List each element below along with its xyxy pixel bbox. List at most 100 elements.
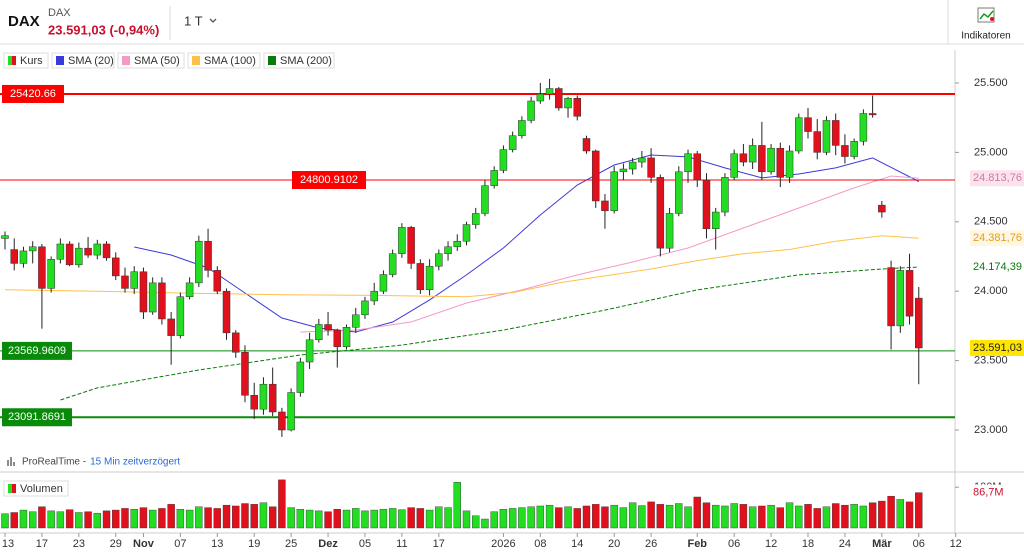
price-label-box: [970, 230, 1024, 247]
volume-bar: [813, 508, 821, 529]
candle-body: [564, 97, 572, 109]
y-tick-label: 23.500: [974, 355, 1008, 367]
volume-bar: [75, 512, 83, 529]
candle-body: [905, 270, 914, 317]
indicators-label[interactable]: Indikatoren: [961, 31, 1010, 42]
price-label-box: [970, 339, 1024, 356]
volume-bar: [472, 515, 480, 529]
candle-body: [204, 240, 212, 271]
indicators-button[interactable]: Indikatoren: [961, 7, 1011, 42]
legend-swatch: [8, 56, 12, 65]
legend-swatch: [268, 56, 276, 65]
candle-body: [222, 290, 231, 334]
volume-bar: [536, 505, 545, 529]
level-label: 23091.8691: [8, 411, 66, 423]
volume-bar: [628, 502, 637, 529]
level-label: 23569.9609: [8, 345, 66, 357]
candle-body: [56, 243, 65, 260]
candle-body: [425, 265, 434, 291]
volume-bar: [721, 505, 729, 529]
candle-body: [850, 141, 858, 157]
delay: 15 Min zeitverzögert: [90, 457, 180, 468]
volume-bar: [305, 509, 314, 529]
legend-swatch: [56, 56, 64, 65]
interval[interactable]: 1 T: [184, 13, 203, 28]
volume-bar: [785, 502, 794, 529]
volume-bar: [739, 504, 748, 529]
volume-bar: [315, 510, 323, 529]
candle-body: [868, 113, 877, 116]
volume-bar: [416, 508, 425, 529]
candle-body: [656, 177, 665, 249]
sma-line: [4, 235, 919, 298]
candle-body: [582, 138, 591, 152]
y-tick-label: 24.000: [974, 285, 1008, 297]
volume-bar: [582, 505, 591, 529]
volume-bar: [905, 501, 914, 529]
volume-bar: [868, 502, 877, 529]
volume-bar: [38, 506, 46, 529]
volume-bar: [767, 504, 775, 529]
candle-body: [10, 249, 18, 264]
volume-bar: [850, 504, 858, 529]
volume-bar: [167, 504, 175, 529]
volume-bar: [28, 511, 37, 529]
candle-body: [545, 88, 554, 95]
level-label-box: [2, 341, 72, 360]
volume-bar: [684, 506, 692, 529]
x-tick-label: 07: [174, 538, 186, 550]
candle-body: [693, 153, 701, 181]
candle-body: [167, 318, 175, 336]
candle-body: [702, 179, 711, 229]
candle-body: [388, 253, 397, 275]
x-tick-label: Feb: [687, 538, 707, 550]
candle-body: [232, 332, 240, 353]
candle-body: [148, 282, 157, 313]
volume-bar: [481, 518, 489, 529]
candle-body: [139, 271, 148, 313]
candle-body: [591, 150, 600, 202]
volume-bar: [647, 501, 655, 529]
candle-body: [121, 275, 129, 289]
candle-body: [65, 243, 74, 266]
x-tick-label: 14: [571, 538, 583, 550]
x-tick-label: 29: [110, 538, 122, 550]
candle-body: [711, 211, 720, 229]
volume-bar: [93, 513, 102, 529]
sma-line: [60, 266, 919, 401]
x-tick-label: 23: [73, 538, 85, 550]
candle-body: [915, 297, 923, 349]
interval-dropdown[interactable]: 1 T: [184, 13, 217, 28]
candle-body: [47, 259, 55, 289]
volume-title: Volumen: [20, 483, 63, 495]
volume-bar: [435, 506, 443, 529]
volume-bar: [702, 502, 711, 529]
candle-body: [767, 147, 775, 173]
candle-body: [435, 253, 443, 267]
legend-swatch: [12, 484, 16, 493]
candle-body: [158, 282, 166, 320]
volume-bar: [250, 504, 258, 529]
x-tick-label: 26: [645, 538, 657, 550]
candle-body: [351, 314, 360, 328]
volume-bar: [822, 506, 831, 529]
volume-bar: [56, 511, 65, 529]
volume-bar: [379, 509, 388, 529]
volume-bar: [545, 504, 554, 529]
volume-bar: [185, 509, 194, 529]
volume-bar: [10, 512, 18, 529]
volume-legend-box: [3, 480, 69, 497]
candle-body: [887, 267, 895, 327]
volume-bar: [518, 507, 526, 529]
volume-bar: [47, 510, 55, 529]
volume-bar: [268, 506, 277, 529]
candle-body: [831, 120, 840, 146]
candle-body: [481, 185, 489, 214]
candle-body: [675, 171, 683, 214]
symbol: DAX: [8, 13, 40, 30]
candle-body: [19, 250, 28, 264]
x-tick-label: 12: [765, 538, 777, 550]
volume-bar: [84, 511, 92, 529]
candle-body: [1, 235, 9, 239]
x-tick-label: 17: [36, 538, 48, 550]
